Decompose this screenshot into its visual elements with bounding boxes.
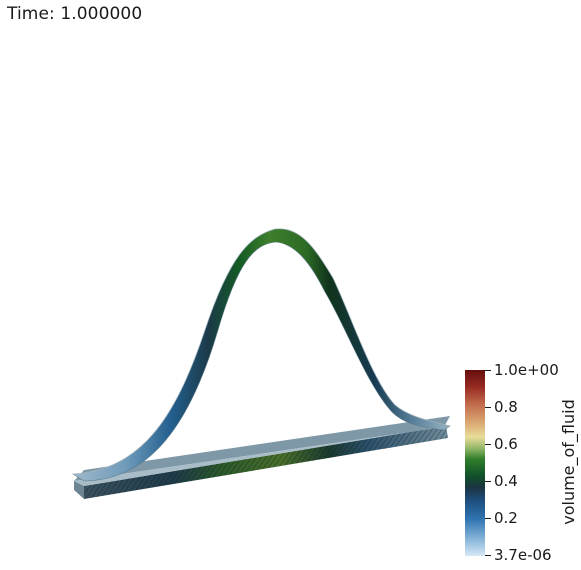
colorbar-tick-label: 0.4 <box>494 472 518 490</box>
colorbar-tick <box>485 407 491 408</box>
colorbar-title: volume_of_fluid <box>559 399 578 525</box>
colorbar-tick <box>485 481 491 482</box>
colorbar-tick-label: 0.2 <box>494 509 518 527</box>
colorbar-gradient <box>465 370 485 556</box>
time-label: Time: 1.000000 <box>7 4 143 24</box>
colorbar-tick <box>485 370 491 371</box>
colorbar-tick-label: 0.6 <box>494 435 518 453</box>
colorbar-tick <box>485 555 491 556</box>
flat-mesh-plate <box>74 416 450 499</box>
curved-fluid-surface <box>72 228 451 482</box>
colorbar-tick-label: 0.8 <box>494 398 518 416</box>
colorbar-tick-label: 3.7e-06 <box>494 546 552 564</box>
colorbar-tick-label: 1.0e+00 <box>494 361 559 379</box>
colorbar-tick <box>485 518 491 519</box>
colorbar-tick <box>485 444 491 445</box>
